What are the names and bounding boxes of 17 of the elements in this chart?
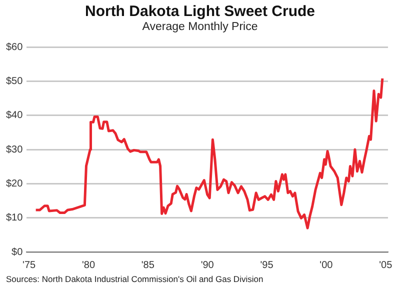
x-tick-label: '95 [260,260,274,271]
x-tick-label: '90 [200,260,214,271]
chart-subtitle: Average Monthly Price [141,21,259,33]
source-note: Sources: North Dakota Industrial Commission's Oil and Gas Division [6,274,264,284]
x-tick-label: '80 [82,260,96,271]
x-tick-label: '05 [379,260,393,271]
chart-title: North Dakota Light Sweet Crude [84,2,316,20]
x-tick-label: '85 [141,260,155,271]
y-tick-label: $20 [6,178,24,190]
y-tick-label: $10 [6,212,24,224]
y-tick-label: $50 [6,76,24,87]
y-tick-label: $30 [6,144,24,156]
x-tick-label: '75 [22,260,36,271]
y-tick-label: $0 [12,246,24,258]
x-tick-label: '00 [320,260,334,271]
y-tick-label: $60 [6,42,24,53]
y-tick-label: $40 [6,110,24,122]
